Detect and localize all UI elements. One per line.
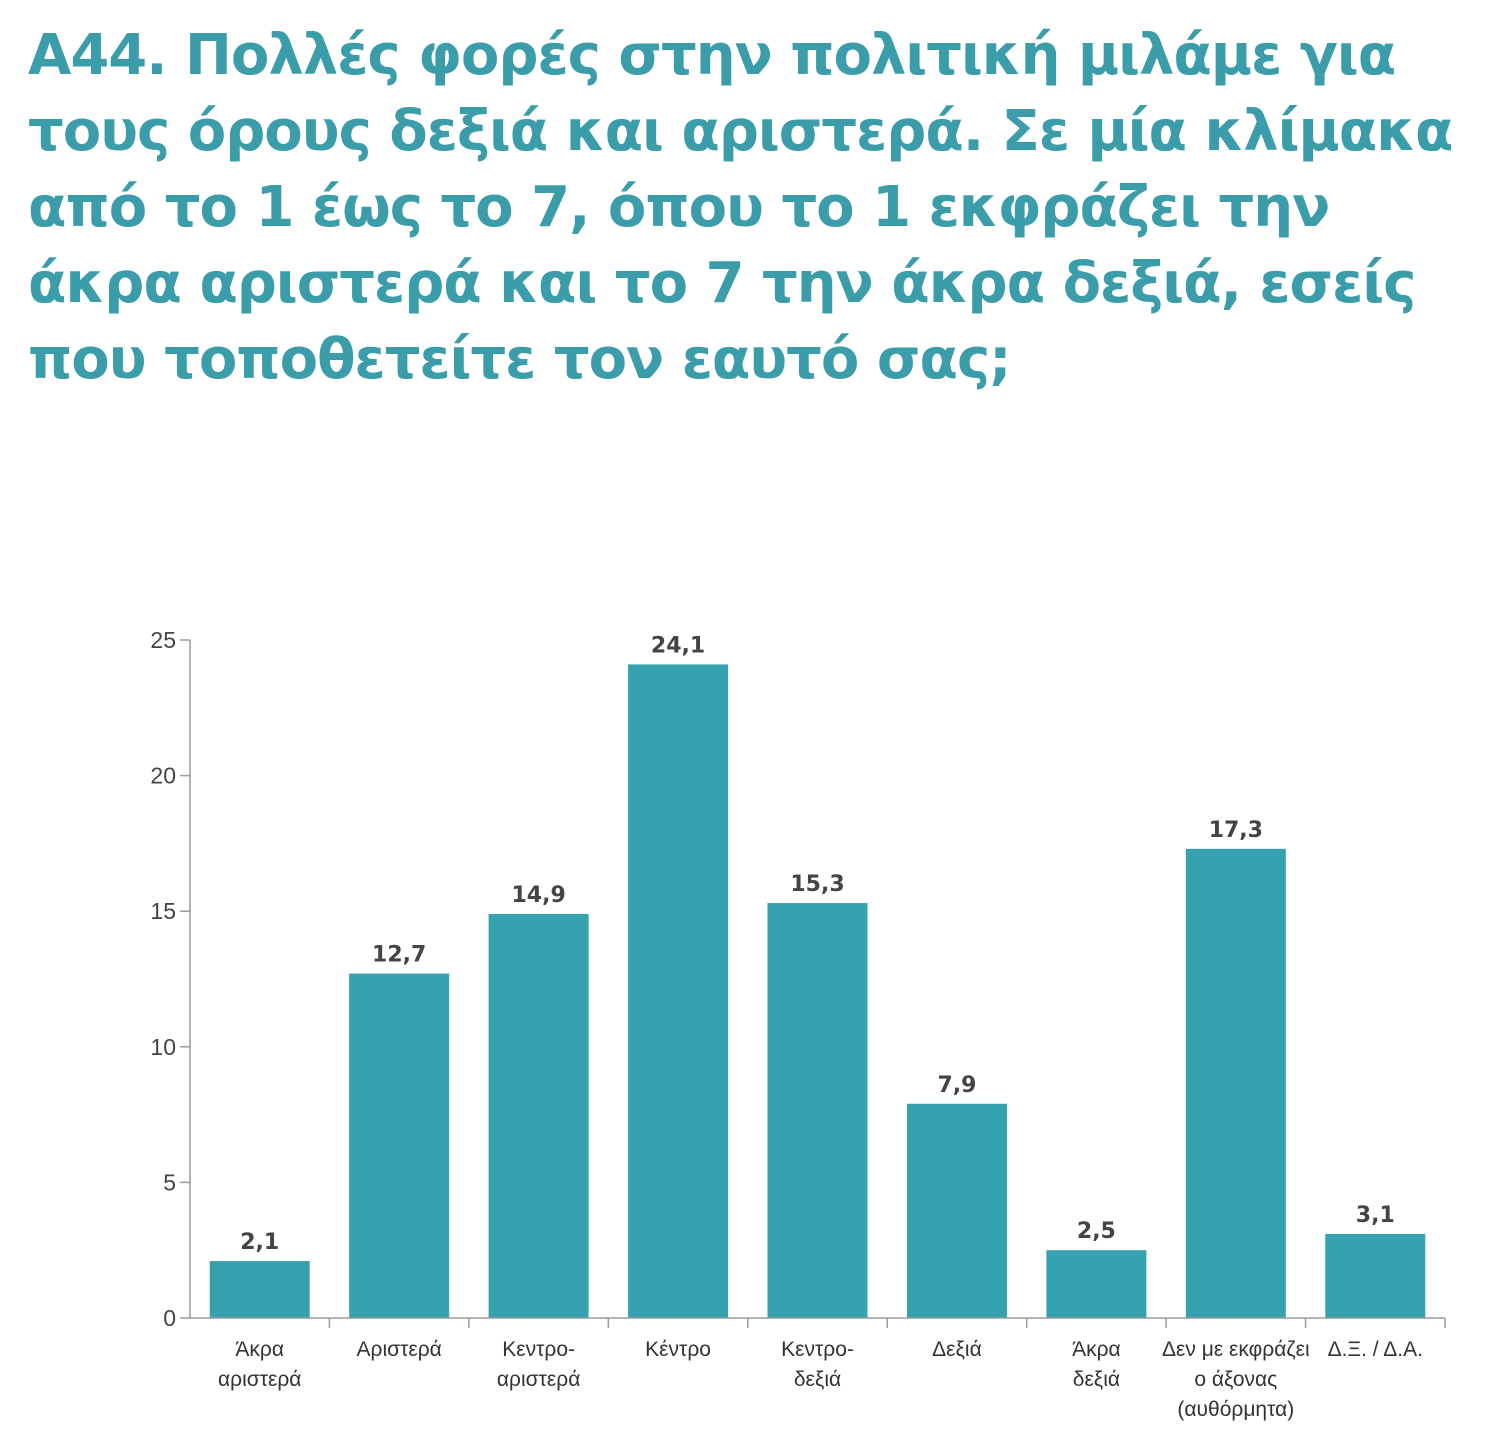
y-tick-label: 5 <box>163 1169 176 1195</box>
bar-value-label: 17,3 <box>1209 818 1263 843</box>
x-axis: Άκρα αριστερά Αριστερά Κεντρο-αριστερά Κέντρ… <box>190 1317 1446 1421</box>
bar-value-label: 12,7 <box>372 943 426 968</box>
bar <box>349 973 450 1318</box>
y-tick-label: 15 <box>150 898 176 924</box>
x-category-label: Δ.Ξ. / Δ.Α. <box>1328 1338 1423 1361</box>
bar-value-label: 3,1 <box>1356 1203 1395 1228</box>
x-category-label: Δεξιά <box>932 1338 982 1361</box>
x-category-label: Δεν με εκφράζει ο άξονας (αυθόρμητα) <box>1162 1338 1310 1421</box>
question-line: Α44. Πολλές φορές στην πολιτική μιλάμε γ… <box>28 23 1396 88</box>
x-category-label: Κεντρο-αριστερά <box>497 1338 580 1391</box>
bar <box>767 903 868 1318</box>
bar <box>1185 848 1286 1318</box>
x-category-label: Κέντρο <box>645 1338 711 1361</box>
question-line: άκρα αριστερά και το 7 την άκρα δεξιά, ε… <box>28 251 1416 316</box>
y-tick-label: 20 <box>150 763 176 789</box>
y-axis: 0 5 10 15 20 25 <box>150 627 191 1331</box>
question-line: που τοποθετείτε τον εαυτό σας; <box>28 327 1012 392</box>
x-category-label: Αριστερά <box>357 1338 442 1361</box>
bar <box>628 664 729 1318</box>
x-category-label: Άκρα αριστερά <box>218 1338 301 1391</box>
bar-value-label: 14,9 <box>511 883 565 908</box>
bar-value-label: 7,9 <box>937 1073 976 1098</box>
question-title: Α44. Πολλές φορές στην πολιτική μιλάμε γ… <box>28 18 1468 398</box>
bars: 2,1 12,7 14,9 24,1 15,3 7,9 2,5 17,3 3,1 <box>209 633 1426 1318</box>
x-category-label: Άκρα δεξιά <box>1072 1338 1121 1391</box>
bar-chart: 0 5 10 15 20 25 2,1 12,7 14,9 24,1 15,3 7,9 2,5 17,3… <box>150 627 1446 1421</box>
bar <box>488 913 589 1318</box>
bar-value-label: 2,5 <box>1077 1219 1116 1244</box>
bar <box>906 1103 1007 1318</box>
bar <box>1325 1233 1426 1318</box>
y-tick-label: 25 <box>150 627 176 653</box>
y-tick-label: 10 <box>150 1034 176 1060</box>
y-tick-label: 0 <box>163 1305 176 1331</box>
question-line: τους όρους δεξιά και αριστερά. Σε μία κλ… <box>28 99 1453 164</box>
bar-value-label: 2,1 <box>240 1230 279 1255</box>
question-line: από το 1 έως το 7, όπου το 1 εκφράζει τη… <box>28 175 1330 240</box>
x-category-label: Κεντρο-δεξιά <box>781 1338 854 1391</box>
bar <box>209 1261 310 1318</box>
bar <box>1046 1250 1147 1318</box>
bar-value-label: 15,3 <box>790 872 844 897</box>
bar-value-label: 24,1 <box>651 633 705 658</box>
